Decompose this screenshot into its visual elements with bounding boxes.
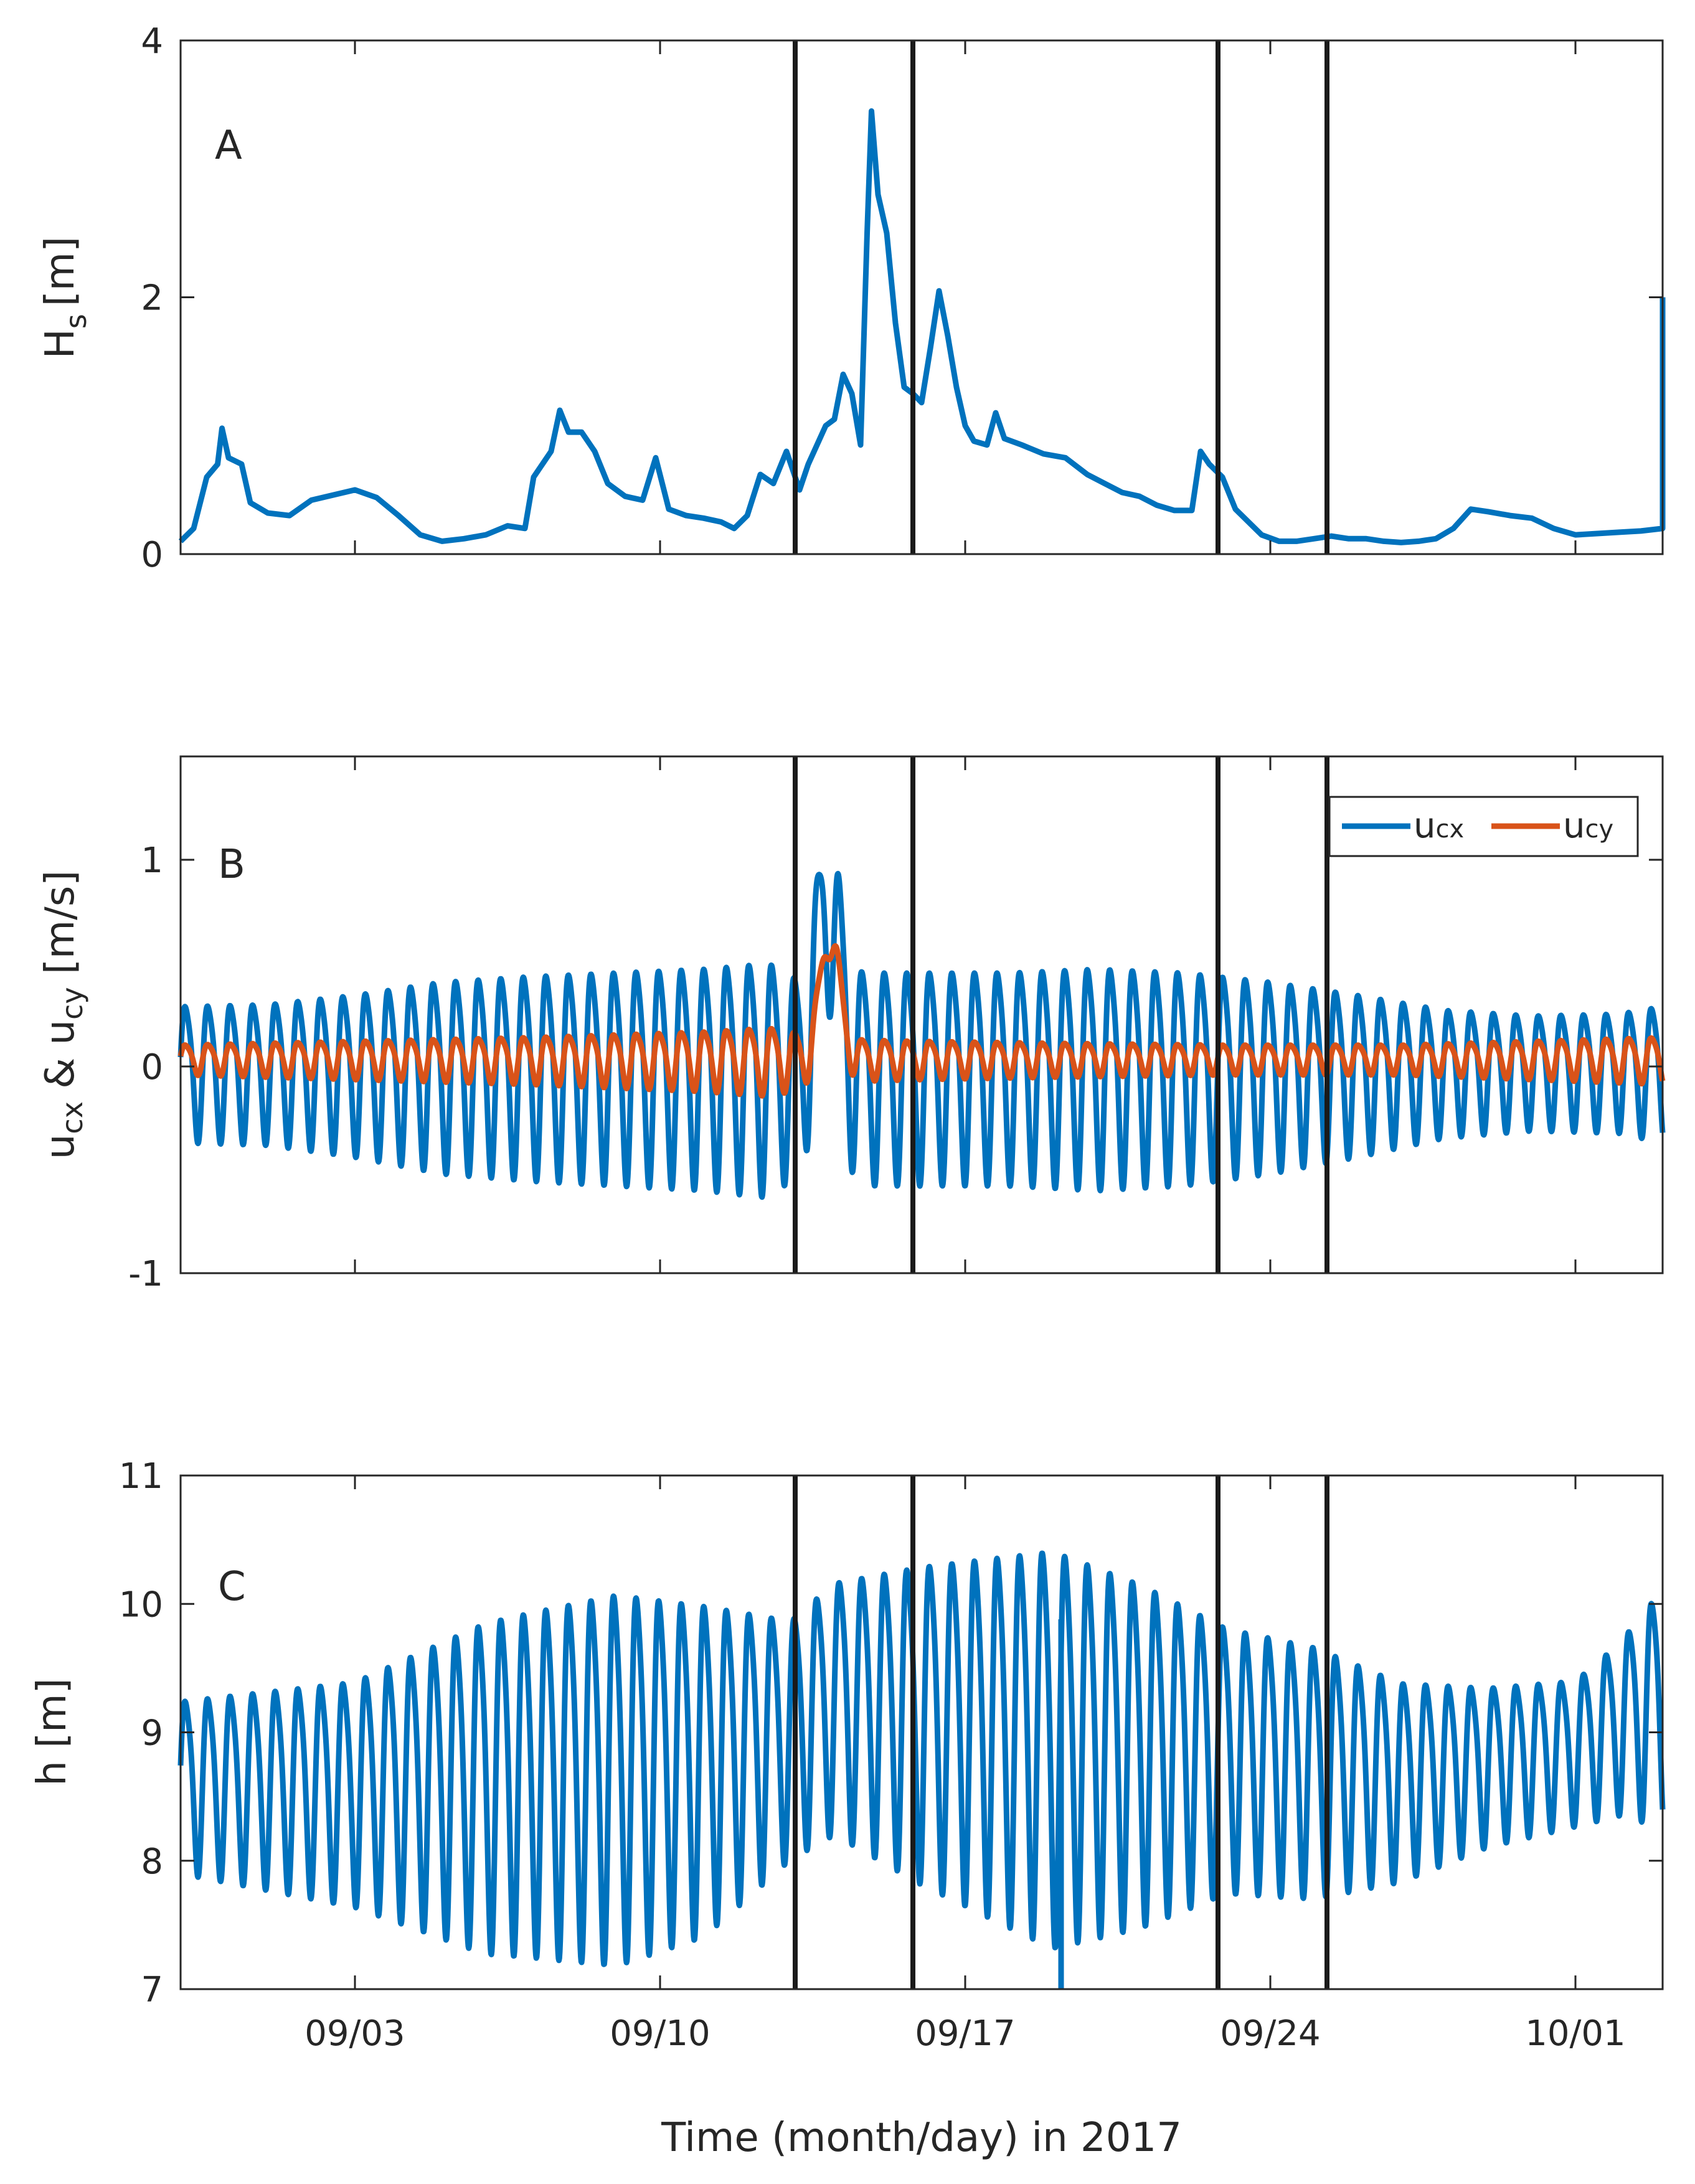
y-axis-label-a-unit: [m]: [37, 237, 83, 306]
legend-label-ucy: ucy: [1563, 806, 1613, 846]
y-axis-label-b-mid: & u: [37, 1020, 83, 1101]
legend-label-ucx: ucx: [1414, 806, 1464, 846]
x-tick-label: 09/10: [610, 2013, 710, 2054]
x-tick-label: 09/03: [305, 2013, 405, 2054]
y-tick-label: 0: [141, 1047, 163, 1088]
y-tick-label: 11: [119, 1456, 163, 1497]
ticks-a: 0 2 4: [141, 21, 1663, 575]
y-axis-label-a: Hs [m]: [37, 237, 93, 359]
ticks-b: -1 0 1: [128, 756, 1663, 1294]
y-tick-label: 1: [141, 840, 163, 881]
legend-label-ucy-main: u: [1563, 806, 1585, 846]
series-layer-a: [178, 40, 1666, 554]
y-axis-label-a-main: H: [37, 329, 83, 359]
y-tick-label: 7: [141, 1970, 163, 2010]
x-axis-label: Time (month/day) in 2017: [661, 2115, 1182, 2161]
series-layer-b: [177, 756, 1666, 1273]
legend: ucx ucy: [1328, 796, 1639, 857]
ticks-c: 7 8 9 10 11 09/03 09/10 09/17 09/24 10/01: [119, 1456, 1663, 2054]
y-tick-label: 2: [141, 278, 163, 319]
panel-b: -101 B ucx & ucy [m/s] ucx ucy: [37, 755, 1666, 1294]
y-axis-label-b-u1: u: [37, 1134, 83, 1160]
x-tick-label: 09/17: [915, 2013, 1015, 2054]
axes-frame-b: [179, 755, 1664, 1274]
panel-a: 0 2 4 A Hs [m]: [37, 21, 1666, 575]
panel-label-c: C: [218, 1564, 246, 1610]
panel-c: 7 8 9 10 11 09/03 09/10 09/17 09/24 10/01 C h [m]…: [29, 1456, 1666, 2161]
series-layer-c: [177, 1476, 1666, 1989]
panel-label-b: B: [218, 842, 245, 888]
series-line-ucx: [177, 870, 1666, 1200]
y-axis-label-b-sub1: cx: [55, 1101, 89, 1134]
y-axis-label-b-unit: [m/s]: [37, 870, 83, 987]
y-tick-label: 10: [119, 1584, 163, 1625]
series-line-h: [177, 1550, 1666, 1967]
y-axis-label-b-sub2: cy: [55, 987, 89, 1020]
legend-label-ucx-main: u: [1414, 806, 1436, 846]
y-axis-label-a-sub: s: [59, 314, 93, 329]
y-axis-label-c: h [m]: [29, 1678, 75, 1786]
panel-label-a: A: [215, 123, 242, 169]
series-line-ucy: [177, 943, 1666, 1099]
x-tick-label: 10/01: [1525, 2013, 1625, 2054]
y-tick-label: 9: [141, 1713, 163, 1754]
legend-label-ucx-sub: cx: [1436, 815, 1465, 844]
y-axis-label-b: ucx & ucy [m/s]: [37, 870, 89, 1159]
y-tick-label: 0: [141, 535, 163, 575]
y-tick-label: -1: [128, 1254, 163, 1294]
legend-label-ucy-sub: cy: [1585, 815, 1614, 844]
y-tick-label: 8: [141, 1842, 163, 1882]
x-tick-label: 09/24: [1220, 2013, 1320, 2054]
y-tick-label: 4: [141, 21, 163, 62]
